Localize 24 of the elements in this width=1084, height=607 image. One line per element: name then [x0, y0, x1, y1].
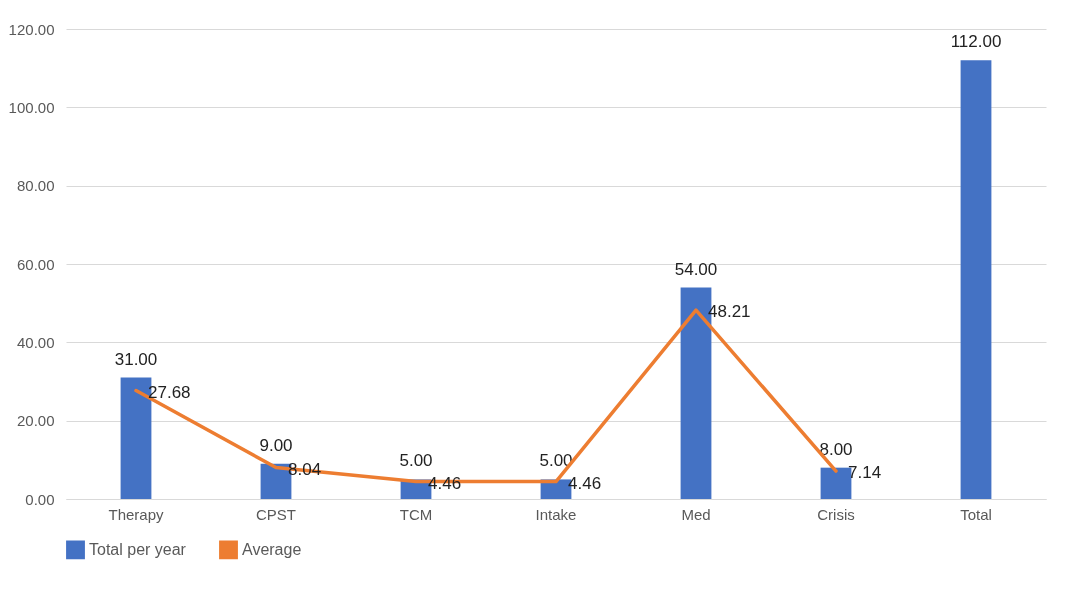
x-tick-label: Total	[960, 505, 992, 523]
y-tick-label: 0.00	[25, 490, 55, 508]
data-label: 54.00	[674, 259, 718, 279]
data-label: 8.00	[819, 439, 853, 459]
y-tick-label: 40.00	[16, 333, 55, 351]
data-label: 112.00	[950, 32, 1002, 52]
legend-label: Total per year	[89, 540, 187, 558]
y-tick-label: 20.00	[16, 412, 55, 430]
x-tick-label: Crisis	[817, 505, 855, 523]
x-tick-label: Therapy	[108, 505, 165, 523]
y-tick-label: 60.00	[16, 255, 55, 273]
x-tick-label: Med	[681, 505, 711, 523]
x-tick-label: TCM	[399, 505, 433, 523]
data-label: 31.00	[114, 349, 158, 369]
y-tick-label: 120.00	[8, 20, 55, 38]
x-tick-label: CPST	[255, 505, 297, 523]
x-tick-label: Intake	[535, 505, 577, 523]
bar	[960, 60, 992, 499]
y-tick-label: 100.00	[8, 98, 55, 116]
y-tick-label: 80.00	[16, 177, 55, 195]
data-label: 9.00	[259, 435, 293, 455]
legend-label: Average	[242, 540, 302, 558]
data-label: 5.00	[399, 451, 433, 471]
data-label: 4.46	[568, 473, 602, 493]
